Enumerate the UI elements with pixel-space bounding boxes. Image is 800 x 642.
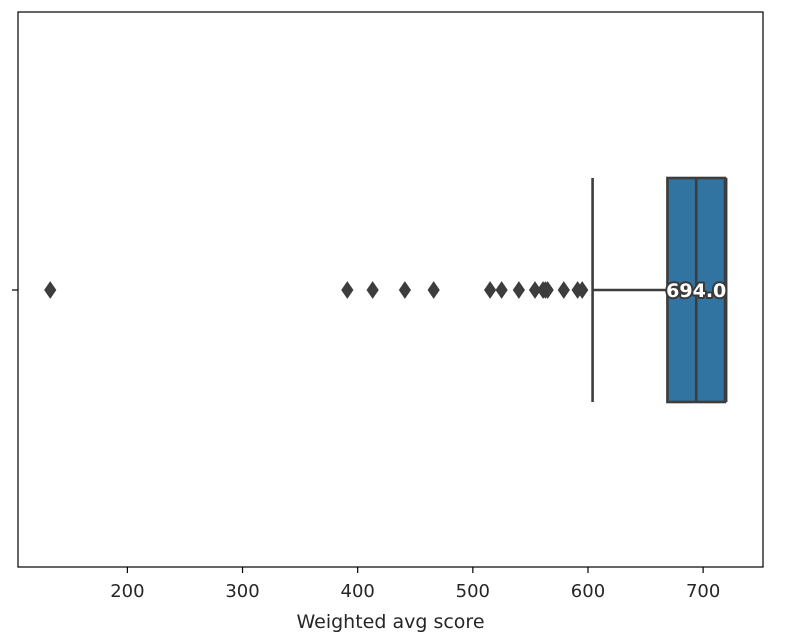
outlier-point-12 bbox=[557, 281, 570, 299]
outlier-point-1 bbox=[341, 281, 354, 299]
outlier-point-11 bbox=[541, 281, 554, 299]
median-annotation: 694.0 bbox=[666, 280, 726, 302]
outlier-points bbox=[44, 281, 589, 299]
x-tick-label-500: 500 bbox=[456, 581, 490, 602]
outlier-point-7 bbox=[512, 281, 525, 299]
outlier-point-8 bbox=[528, 281, 542, 299]
x-tick-label-200: 200 bbox=[110, 581, 144, 602]
x-axis-label: Weighted avg score bbox=[296, 611, 484, 633]
x-tick-label-700: 700 bbox=[686, 581, 720, 602]
outlier-point-6 bbox=[495, 281, 508, 299]
x-tick-label-300: 300 bbox=[225, 581, 259, 602]
outlier-point-14 bbox=[576, 281, 589, 299]
x-tick-label-600: 600 bbox=[571, 581, 605, 602]
outlier-point-3 bbox=[398, 281, 412, 299]
outlier-point-2 bbox=[366, 281, 379, 299]
outlier-point-4 bbox=[427, 281, 440, 299]
outlier-point-0 bbox=[44, 281, 57, 299]
x-tick-label-400: 400 bbox=[341, 581, 375, 602]
x-axis-ticks: 200 300 400 500 600 700 bbox=[110, 567, 720, 602]
outlier-point-5 bbox=[483, 281, 497, 299]
box bbox=[666, 176, 727, 404]
